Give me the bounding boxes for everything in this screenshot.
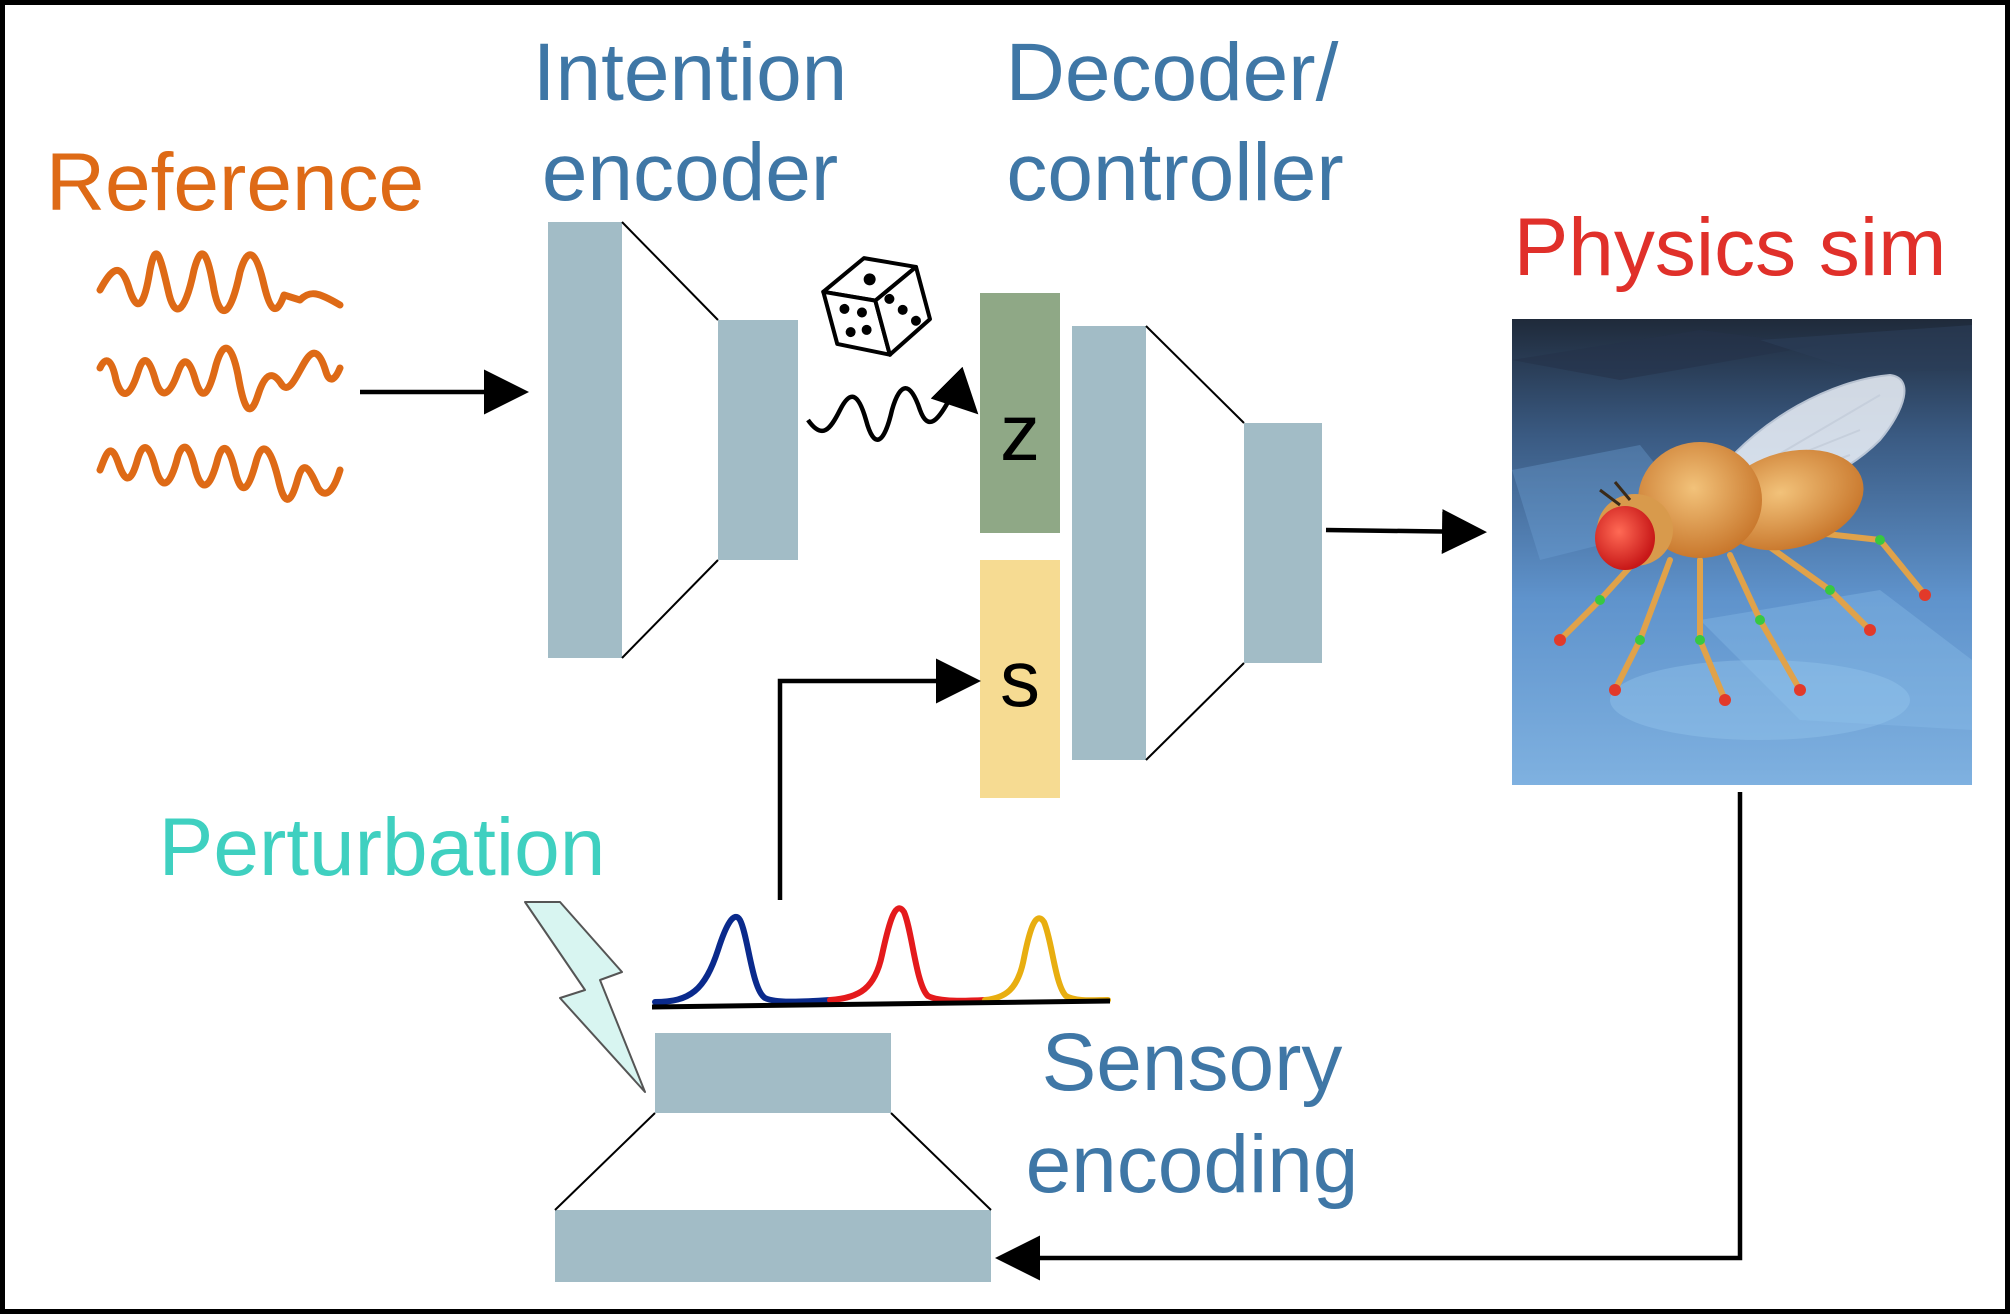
reference-wave-1	[96, 250, 344, 314]
arrow-sensory-to-s	[777, 658, 981, 900]
reference-label: Reference	[46, 137, 424, 228]
s-label: s	[1000, 634, 1040, 723]
arrow-decoder-to-physics	[1325, 509, 1487, 555]
sensory-peaks	[652, 905, 1111, 1005]
feedback-path	[995, 792, 1743, 1281]
reference-wave-2	[96, 344, 344, 413]
decoder-controller-label-line2: controller	[1006, 127, 1343, 218]
sensory-connector-left	[554, 1112, 656, 1211]
lightning-icon	[524, 901, 646, 1093]
peak-yellow	[982, 915, 1111, 1004]
sensory-encoder	[554, 1033, 992, 1282]
encoder-connector-top	[621, 221, 719, 321]
dice-icon	[821, 256, 932, 357]
fly-image	[1512, 319, 1972, 785]
decoder-connector-bottom	[1145, 662, 1245, 761]
encoder-layer-2	[718, 320, 798, 560]
reference-wave-3	[96, 443, 344, 503]
physics-sim-label: Physics sim	[1514, 202, 1947, 293]
sensory-layer-1	[655, 1033, 891, 1113]
z-latent-block	[980, 293, 1060, 533]
sensory-connector-right	[890, 1112, 992, 1211]
sensory-layer-2	[555, 1210, 991, 1282]
encoder-layer-1	[548, 222, 622, 658]
s-state-block	[980, 560, 1060, 798]
reference-waveforms	[96, 250, 344, 503]
decoder-controller-label-line1: Decoder/	[1006, 27, 1339, 118]
perturbation-label: Perturbation	[159, 802, 606, 893]
sensory-baseline	[651, 998, 1111, 1010]
peak-blue	[652, 913, 833, 1005]
z-label: z	[1000, 388, 1040, 477]
encoder-connector-bottom	[621, 559, 719, 659]
intention-encoder	[548, 221, 798, 659]
sensory-encoding-label-line1: Sensory	[1042, 1017, 1343, 1108]
intention-encoder-label-line1: Intention	[533, 27, 848, 118]
peak-red	[827, 905, 988, 1004]
decoder-layer-1	[1072, 326, 1146, 760]
decoder-connector-top	[1145, 325, 1245, 424]
decoder-layer-2	[1244, 423, 1322, 663]
intention-encoder-label-line2: encoder	[542, 127, 838, 218]
diagram-svg: Reference Intention encoder Decoder/ con…	[46, 27, 1972, 1282]
sensory-encoding-label-line2: encoding	[1026, 1119, 1359, 1210]
decoder-controller	[1072, 325, 1322, 761]
noise-arrow	[806, 366, 979, 442]
